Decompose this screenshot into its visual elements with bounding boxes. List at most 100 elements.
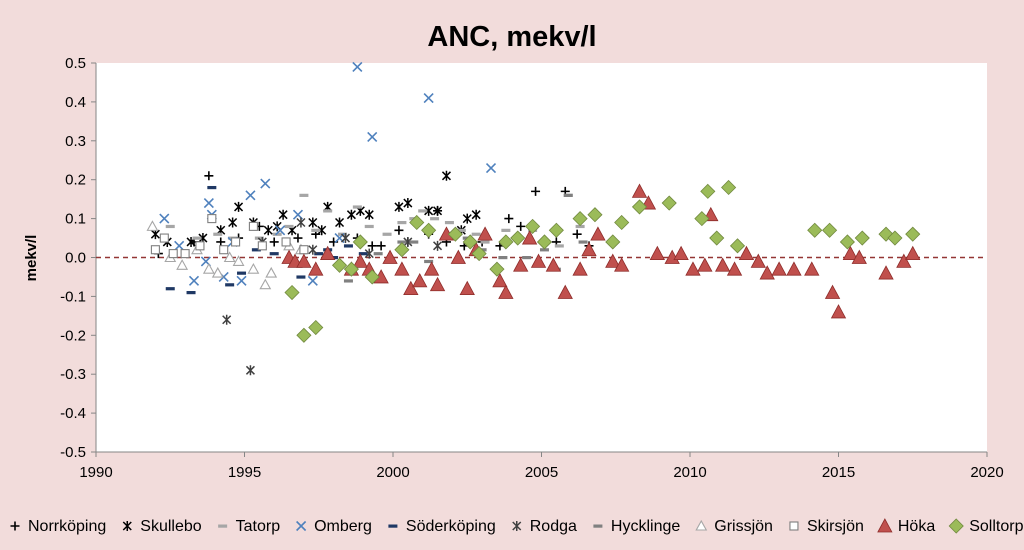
- data-point: [188, 275, 200, 286]
- data-point: [234, 201, 244, 212]
- data-point: [397, 240, 407, 244]
- data-point: [245, 365, 255, 376]
- data-point: [150, 245, 160, 255]
- data-point: [314, 252, 324, 256]
- data-point: [501, 228, 511, 232]
- data-point: [222, 314, 232, 325]
- data-point: [605, 234, 621, 250]
- data-point: [403, 236, 413, 247]
- y-tick-label: 0.3: [65, 133, 86, 150]
- legend-label: Norrköping: [28, 518, 106, 535]
- data-point: [572, 211, 588, 227]
- data-point: [275, 225, 286, 236]
- data-point: [346, 209, 356, 220]
- data-point: [447, 226, 463, 242]
- data-points: [146, 61, 921, 376]
- y-axis-label: mekv/l: [23, 235, 40, 282]
- data-point: [456, 228, 466, 232]
- data-point: [331, 257, 348, 273]
- data-point: [269, 237, 279, 247]
- legend-marker: [122, 521, 132, 531]
- data-point: [251, 248, 261, 252]
- series-8: [146, 220, 307, 290]
- x-tick-label: 1995: [228, 464, 261, 481]
- data-point: [403, 280, 419, 296]
- data-point: [557, 284, 573, 299]
- data-point: [364, 269, 380, 285]
- data-point: [721, 179, 737, 196]
- data-point: [516, 221, 526, 231]
- data-point: [824, 284, 841, 299]
- data-point: [352, 205, 362, 209]
- data-point: [213, 232, 223, 236]
- data-point: [750, 253, 766, 268]
- data-point: [697, 257, 713, 272]
- data-point: [394, 261, 410, 276]
- data-point: [715, 257, 731, 272]
- data-point: [522, 256, 532, 260]
- legend-label: Höka: [898, 518, 935, 535]
- data-point: [412, 272, 428, 288]
- legend-label: Skullebo: [140, 518, 201, 535]
- data-point: [729, 238, 746, 254]
- y-tick-label: 0.2: [65, 172, 86, 189]
- data-point: [165, 224, 175, 229]
- y-tick-label: -0.5: [60, 444, 86, 461]
- data-point: [429, 276, 446, 292]
- data-point: [444, 220, 454, 225]
- data-point: [536, 234, 553, 250]
- data-point: [485, 162, 497, 174]
- data-point: [694, 211, 710, 227]
- y-tick-label: 0.5: [65, 55, 86, 72]
- data-point: [839, 234, 855, 250]
- data-point: [590, 226, 606, 241]
- data-point: [308, 319, 324, 336]
- data-point: [296, 217, 306, 228]
- data-point: [905, 245, 921, 261]
- data-point: [480, 240, 490, 244]
- data-point: [605, 253, 621, 268]
- data-point: [245, 190, 256, 201]
- y-tick-label: -0.3: [60, 366, 86, 383]
- data-point: [700, 183, 716, 199]
- data-point: [311, 228, 321, 232]
- data-point: [450, 249, 467, 264]
- axes: -0.5 -0.4 -0.3 -0.2 -0.1 0.0 0.1 0.2 0.3 0.4 0.5 19…: [60, 55, 1004, 481]
- data-point: [192, 236, 202, 240]
- data-point: [335, 217, 345, 228]
- legend-label: Omberg: [314, 518, 372, 535]
- data-point: [896, 253, 912, 268]
- data-point: [236, 275, 247, 286]
- data-point: [804, 261, 820, 276]
- data-point: [232, 255, 245, 266]
- data-point: [373, 252, 383, 256]
- legend-label: Tatorp: [236, 518, 281, 535]
- data-point: [367, 241, 377, 251]
- data-point: [539, 248, 549, 252]
- data-point: [786, 261, 802, 276]
- x-tick-label: 1990: [79, 464, 112, 481]
- data-point: [471, 232, 481, 236]
- data-point: [631, 199, 648, 215]
- data-point: [409, 240, 419, 244]
- data-point: [905, 226, 921, 242]
- y-tick-label: 0.1: [65, 211, 86, 228]
- data-point: [159, 233, 169, 243]
- data-point: [587, 207, 603, 223]
- data-point: [545, 257, 562, 272]
- data-point: [364, 209, 374, 220]
- data-point: [430, 217, 440, 221]
- data-point: [759, 265, 775, 280]
- data-point: [204, 171, 214, 181]
- data-point: [367, 131, 378, 142]
- y-tick-label: 0.4: [65, 94, 86, 111]
- data-point: [887, 230, 903, 246]
- data-point: [248, 221, 258, 231]
- data-point: [423, 261, 440, 276]
- data-point: [278, 209, 288, 220]
- data-point: [358, 252, 368, 256]
- legend-label: Solltorp: [969, 518, 1023, 535]
- data-point: [317, 225, 327, 236]
- data-point: [223, 251, 236, 263]
